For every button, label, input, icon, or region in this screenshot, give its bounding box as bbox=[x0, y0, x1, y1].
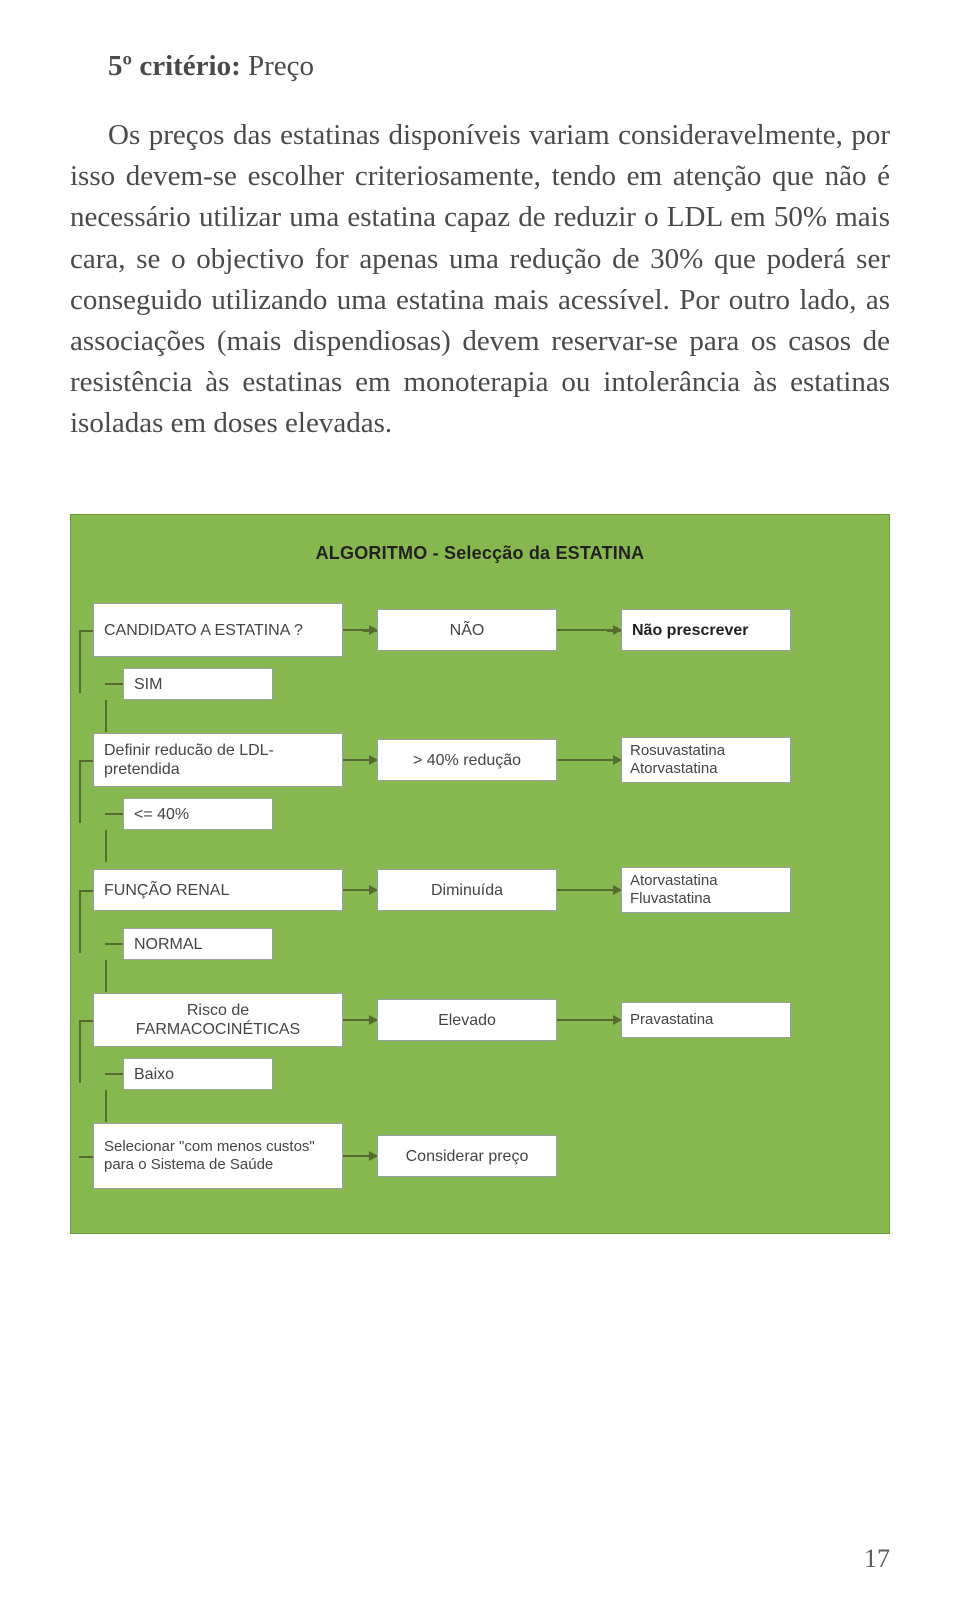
arrow-icon bbox=[343, 1155, 377, 1157]
page-number: 17 bbox=[864, 1544, 890, 1574]
node-atorva-fluva: Atorvastatina Fluvastatina bbox=[621, 867, 791, 913]
paragraph-text: Os preços das estatinas disponíveis vari… bbox=[70, 119, 890, 439]
node-selecionar-custos: Selecionar "com menos custos" para o Sis… bbox=[93, 1123, 343, 1189]
node-candidato: CANDIDATO A ESTATINA ? bbox=[93, 603, 343, 657]
node-diminuida: Diminuída bbox=[377, 869, 557, 911]
arrow-icon bbox=[557, 889, 621, 891]
node-baixo: Baixo bbox=[123, 1058, 273, 1090]
node-nao: NÃO bbox=[377, 609, 557, 651]
node-definir-ldl: Definir reducão de LDL-pretendida bbox=[93, 733, 343, 787]
arrow-icon bbox=[343, 889, 377, 891]
section-heading: 5º critério: Preço bbox=[108, 50, 890, 83]
arrow-icon bbox=[557, 759, 621, 761]
heading-bold: 5º critério: bbox=[108, 50, 241, 82]
node-nao-prescrever: Não prescrever bbox=[621, 609, 791, 651]
node-rosuva-atorva: Rosuvastatina Atorvastatina bbox=[621, 737, 791, 783]
arrow-icon bbox=[343, 1019, 377, 1021]
node-le-40: <= 40% bbox=[123, 798, 273, 830]
chart-title: ALGORITMO - Selecção da ESTATINA bbox=[93, 543, 867, 564]
node-normal: NORMAL bbox=[123, 928, 273, 960]
node-considerar-preco: Considerar preço bbox=[377, 1135, 557, 1177]
node-elevado: Elevado bbox=[377, 999, 557, 1041]
node-risco-farmaco: Risco de FARMACOCINÉTICAS bbox=[93, 993, 343, 1047]
node-funcao-renal: FUNÇÃO RENAL bbox=[93, 869, 343, 911]
node-sim: SIM bbox=[123, 668, 273, 700]
body-paragraph: Os preços das estatinas disponíveis vari… bbox=[70, 115, 890, 444]
algorithm-flowchart: ALGORITMO - Selecção da ESTATINA CANDIDA… bbox=[70, 514, 890, 1234]
arrow-icon bbox=[557, 1019, 621, 1021]
node-40-reducao: > 40% redução bbox=[377, 739, 557, 781]
heading-rest: Preço bbox=[241, 50, 314, 82]
arrow-icon bbox=[343, 759, 377, 761]
node-pravastatina: Pravastatina bbox=[621, 1002, 791, 1038]
